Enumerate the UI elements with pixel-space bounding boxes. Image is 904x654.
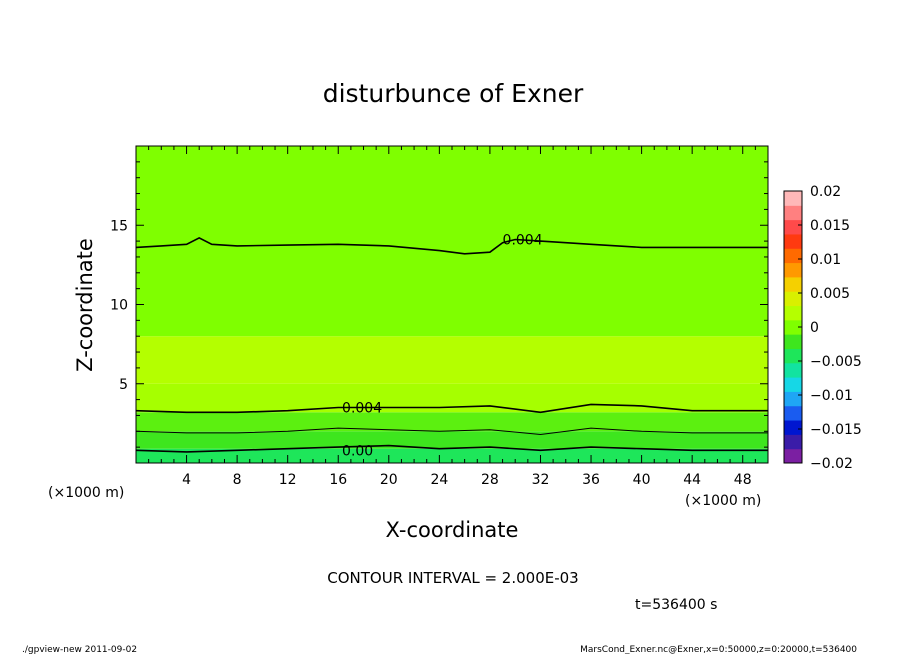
x-tick-label: 48 <box>734 472 752 488</box>
colorbar-tick-label: 0.01 <box>810 252 841 268</box>
x-tick-label: 4 <box>182 472 191 488</box>
colorbar-swatch <box>784 248 802 264</box>
x-tick-label: 8 <box>233 472 242 488</box>
fill-band-3 <box>136 383 768 413</box>
fill-band-1 <box>136 431 768 449</box>
x-tick-label: 44 <box>683 472 701 488</box>
x-tick-label: 12 <box>279 472 297 488</box>
contour-line-3 <box>135 444 768 453</box>
colorbar-swatch <box>784 434 802 450</box>
x-tick-label: 24 <box>430 472 448 488</box>
colorbar-swatch <box>784 305 802 321</box>
colorbar-tick-label: −0.02 <box>810 456 853 472</box>
colorbar-swatch <box>784 233 802 249</box>
colorbar-swatch <box>784 420 802 435</box>
fill-band-2 <box>136 412 768 432</box>
colorbar-swatch <box>784 205 802 221</box>
colorbar-swatch <box>784 319 802 335</box>
fill-band-0 <box>136 448 768 463</box>
x-tick-label: 32 <box>532 472 550 488</box>
fill-band-5 <box>136 146 768 337</box>
colorbar-tick-label: 0 <box>810 320 819 336</box>
colorbar-swatch <box>784 191 802 206</box>
x-tick-label: 20 <box>380 472 398 488</box>
chart-title: disturbunce of Exner <box>323 79 584 108</box>
contour-label-3: 0.00 <box>342 443 373 459</box>
colorbar-swatch <box>784 262 802 278</box>
colorbar-swatch <box>784 362 802 378</box>
colorbar-swatch <box>784 276 802 292</box>
fill-band-4 <box>136 336 768 384</box>
x-axis-unit-right: (×1000 m) <box>685 493 761 509</box>
contour-line-0 <box>135 237 768 255</box>
x-tick-label: 40 <box>633 472 651 488</box>
colorbar-swatch <box>784 348 802 364</box>
x-tick-label: 28 <box>481 472 499 488</box>
colorbar-tick-label: 0.005 <box>810 286 850 302</box>
y-tick-label: 10 <box>110 298 128 314</box>
colorbar-swatch <box>784 334 802 349</box>
contour-interval-text: CONTOUR INTERVAL = 2.000E-03 <box>327 569 578 587</box>
colorbar-tick-label: 0.015 <box>810 218 850 234</box>
colorbar-swatch <box>784 377 802 392</box>
y-tick-label: 5 <box>119 377 128 393</box>
colorbar-swatch <box>784 391 802 407</box>
colorbar-tick-label: −0.005 <box>810 354 862 370</box>
colorbar-swatch <box>784 405 802 421</box>
y-axis-label: Z-coordinate <box>73 238 97 372</box>
contour-line-1 <box>135 403 768 414</box>
colorbar-tick-label: −0.015 <box>810 422 862 438</box>
contour-line-2 <box>135 427 768 436</box>
footer-left: ./gpview-new 2011-09-02 <box>22 645 137 654</box>
x-axis-unit-left: (×1000 m) <box>48 485 124 501</box>
colorbar-swatch <box>784 291 802 307</box>
colorbar-tick-label: 0.02 <box>810 184 841 200</box>
y-tick-label: 15 <box>110 218 128 234</box>
time-text: t=536400 s <box>635 597 717 613</box>
colorbar-swatch <box>784 448 802 464</box>
contour-label-1: 0.004 <box>342 401 382 417</box>
x-axis-label: X-coordinate <box>386 518 519 542</box>
colorbar: 0.02 0.015 0.01 0.005 0 −0.005 −0.01 −0.015 −0.0… <box>783 184 862 472</box>
footer-right: MarsCond_Exner.nc@Exner,x=0:50000,z=0:20… <box>580 645 857 654</box>
x-tick-label: 36 <box>582 472 600 488</box>
contour-label-0: 0.004 <box>503 233 543 249</box>
colorbar-tick-label: −0.01 <box>810 388 853 404</box>
colorbar-swatch <box>784 219 802 235</box>
x-tick-label: 16 <box>329 472 347 488</box>
